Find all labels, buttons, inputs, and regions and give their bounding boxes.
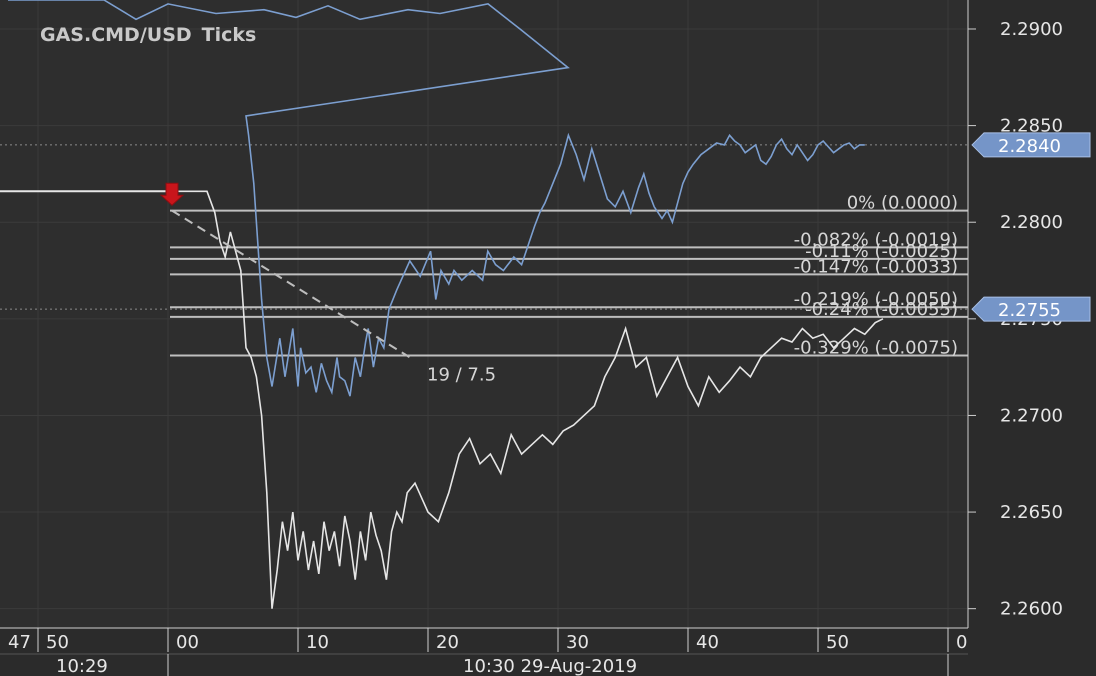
- series-lines: [8, 0, 884, 609]
- price-tag-label: 2.2840: [998, 136, 1061, 157]
- fib-level-label: -0.329% (-0.0075): [794, 338, 958, 359]
- fib-level-label: 0% (0.0000): [847, 193, 958, 214]
- fib-level-label: -0.11% (-0.0025): [805, 241, 958, 262]
- price-tag: [971, 132, 1091, 158]
- annotation-label: 19 / 7.5: [427, 365, 496, 386]
- fib-level-label: -0.24% (-0.0055): [805, 299, 958, 320]
- price-tag: [971, 296, 1091, 322]
- grid: [0, 0, 968, 628]
- time-tick-label: 47: [8, 632, 31, 653]
- price-tick-label: 2.2900: [1000, 19, 1063, 40]
- price-tick-label: 2.2850: [1000, 116, 1063, 137]
- time-tick-label: 10: [306, 632, 329, 653]
- time-tick-label: 50: [826, 632, 849, 653]
- time-tick-label: 40: [696, 632, 719, 653]
- time-tick-label: 0: [956, 632, 967, 653]
- chart-overlay: 19 / 7.5: [0, 182, 496, 386]
- time-tick-label: 50: [46, 632, 69, 653]
- fib-level-label: -0.147% (-0.0033): [794, 256, 958, 277]
- time-axis-background: [0, 628, 968, 676]
- time-tick-label: 30: [566, 632, 589, 653]
- fib-levels: 0% (0.0000) -0.082% (-0.0019)-0.11% (-0.0…: [170, 193, 968, 359]
- chart-symbol: GAS.CMD/USD: [40, 24, 192, 46]
- trade-arrow-icon: [159, 182, 185, 206]
- fib-level-label: -0.219% (-0.0050): [794, 289, 958, 310]
- fib-level-label: -0.082% (-0.0019): [794, 229, 958, 250]
- price-tick-label: 2.2700: [1000, 405, 1063, 426]
- price-tag-label: 2.2755: [998, 300, 1061, 321]
- price-axis: 2.29002.28502.28002.27502.27002.26502.26…: [967, 0, 1091, 628]
- chart-interval: Ticks: [202, 24, 257, 46]
- series-line-0: [8, 0, 865, 397]
- price-tick-label: 2.2800: [1000, 212, 1063, 233]
- date-label: 10:30 29-Aug-2019: [463, 656, 637, 676]
- time-axis: 47 50 00 10 20 30 40 50 0 10:29 10:30 29-Aug-2019: [0, 627, 968, 676]
- time-tick-label: 00: [176, 632, 199, 653]
- time-tick-label: 20: [436, 632, 459, 653]
- price-tick-label: 2.2600: [1000, 599, 1063, 620]
- price-tick-label: 2.2650: [1000, 502, 1063, 523]
- chart-title: GAS.CMD/USD Ticks: [40, 24, 256, 46]
- annotation-dashed-line: [171, 209, 411, 359]
- series-line-1: [168, 190, 884, 609]
- date-label: 10:29: [56, 656, 108, 676]
- price-axis-background: [968, 0, 1096, 676]
- plot-background: [0, 0, 968, 628]
